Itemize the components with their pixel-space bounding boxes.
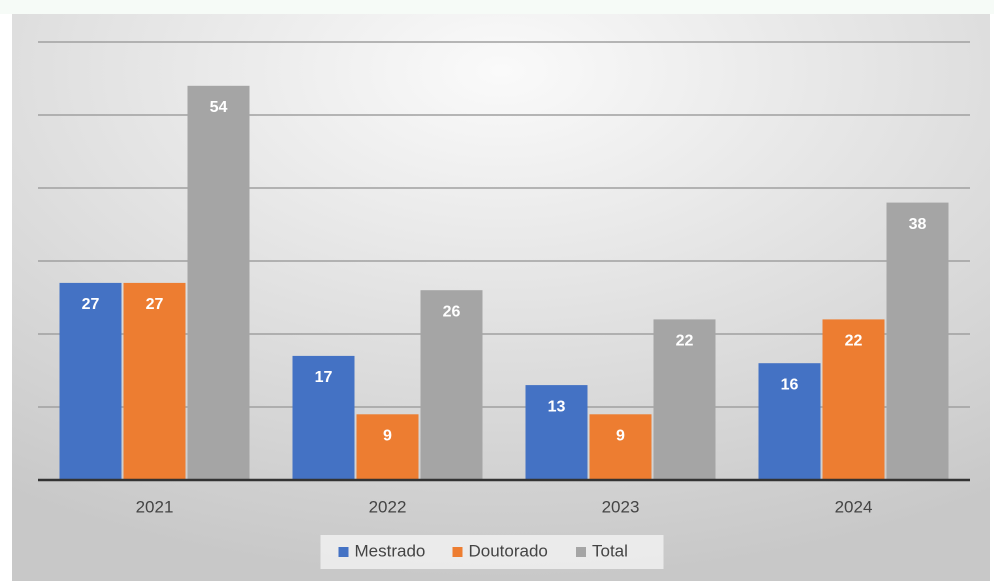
data-label: 9	[383, 428, 392, 445]
legend-swatch	[338, 547, 349, 557]
data-label: 13	[548, 398, 566, 415]
bar	[187, 85, 250, 481]
bar	[758, 363, 821, 480]
x-tick-label: 2023	[602, 497, 640, 516]
bar	[525, 385, 588, 480]
data-label: 54	[210, 99, 228, 116]
legend-background	[320, 535, 664, 569]
data-label: 22	[676, 333, 694, 350]
x-tick-label: 2022	[369, 497, 407, 516]
data-label: 38	[909, 216, 927, 233]
x-tick-label: 2024	[835, 497, 873, 516]
legend-swatch	[452, 547, 463, 557]
legend-label: Doutorado	[469, 541, 548, 560]
bar	[59, 282, 122, 480]
legend-label: Total	[592, 541, 628, 560]
x-tick-label: 2021	[136, 497, 174, 516]
bar	[589, 414, 652, 480]
bar	[653, 319, 716, 480]
legend-swatch	[576, 547, 586, 557]
data-label: 17	[315, 369, 333, 386]
bar	[420, 290, 483, 480]
data-label: 16	[781, 376, 799, 393]
bar	[292, 355, 355, 480]
bar	[123, 282, 186, 480]
data-label: 9	[616, 428, 625, 445]
bar	[886, 202, 949, 480]
bar	[822, 319, 885, 480]
data-label: 22	[845, 333, 863, 350]
data-label: 27	[146, 296, 164, 313]
data-label: 27	[82, 296, 100, 313]
top-strip	[0, 0, 994, 14]
bar	[356, 414, 419, 480]
data-label: 26	[443, 303, 461, 320]
legend-label: Mestrado	[355, 541, 426, 560]
